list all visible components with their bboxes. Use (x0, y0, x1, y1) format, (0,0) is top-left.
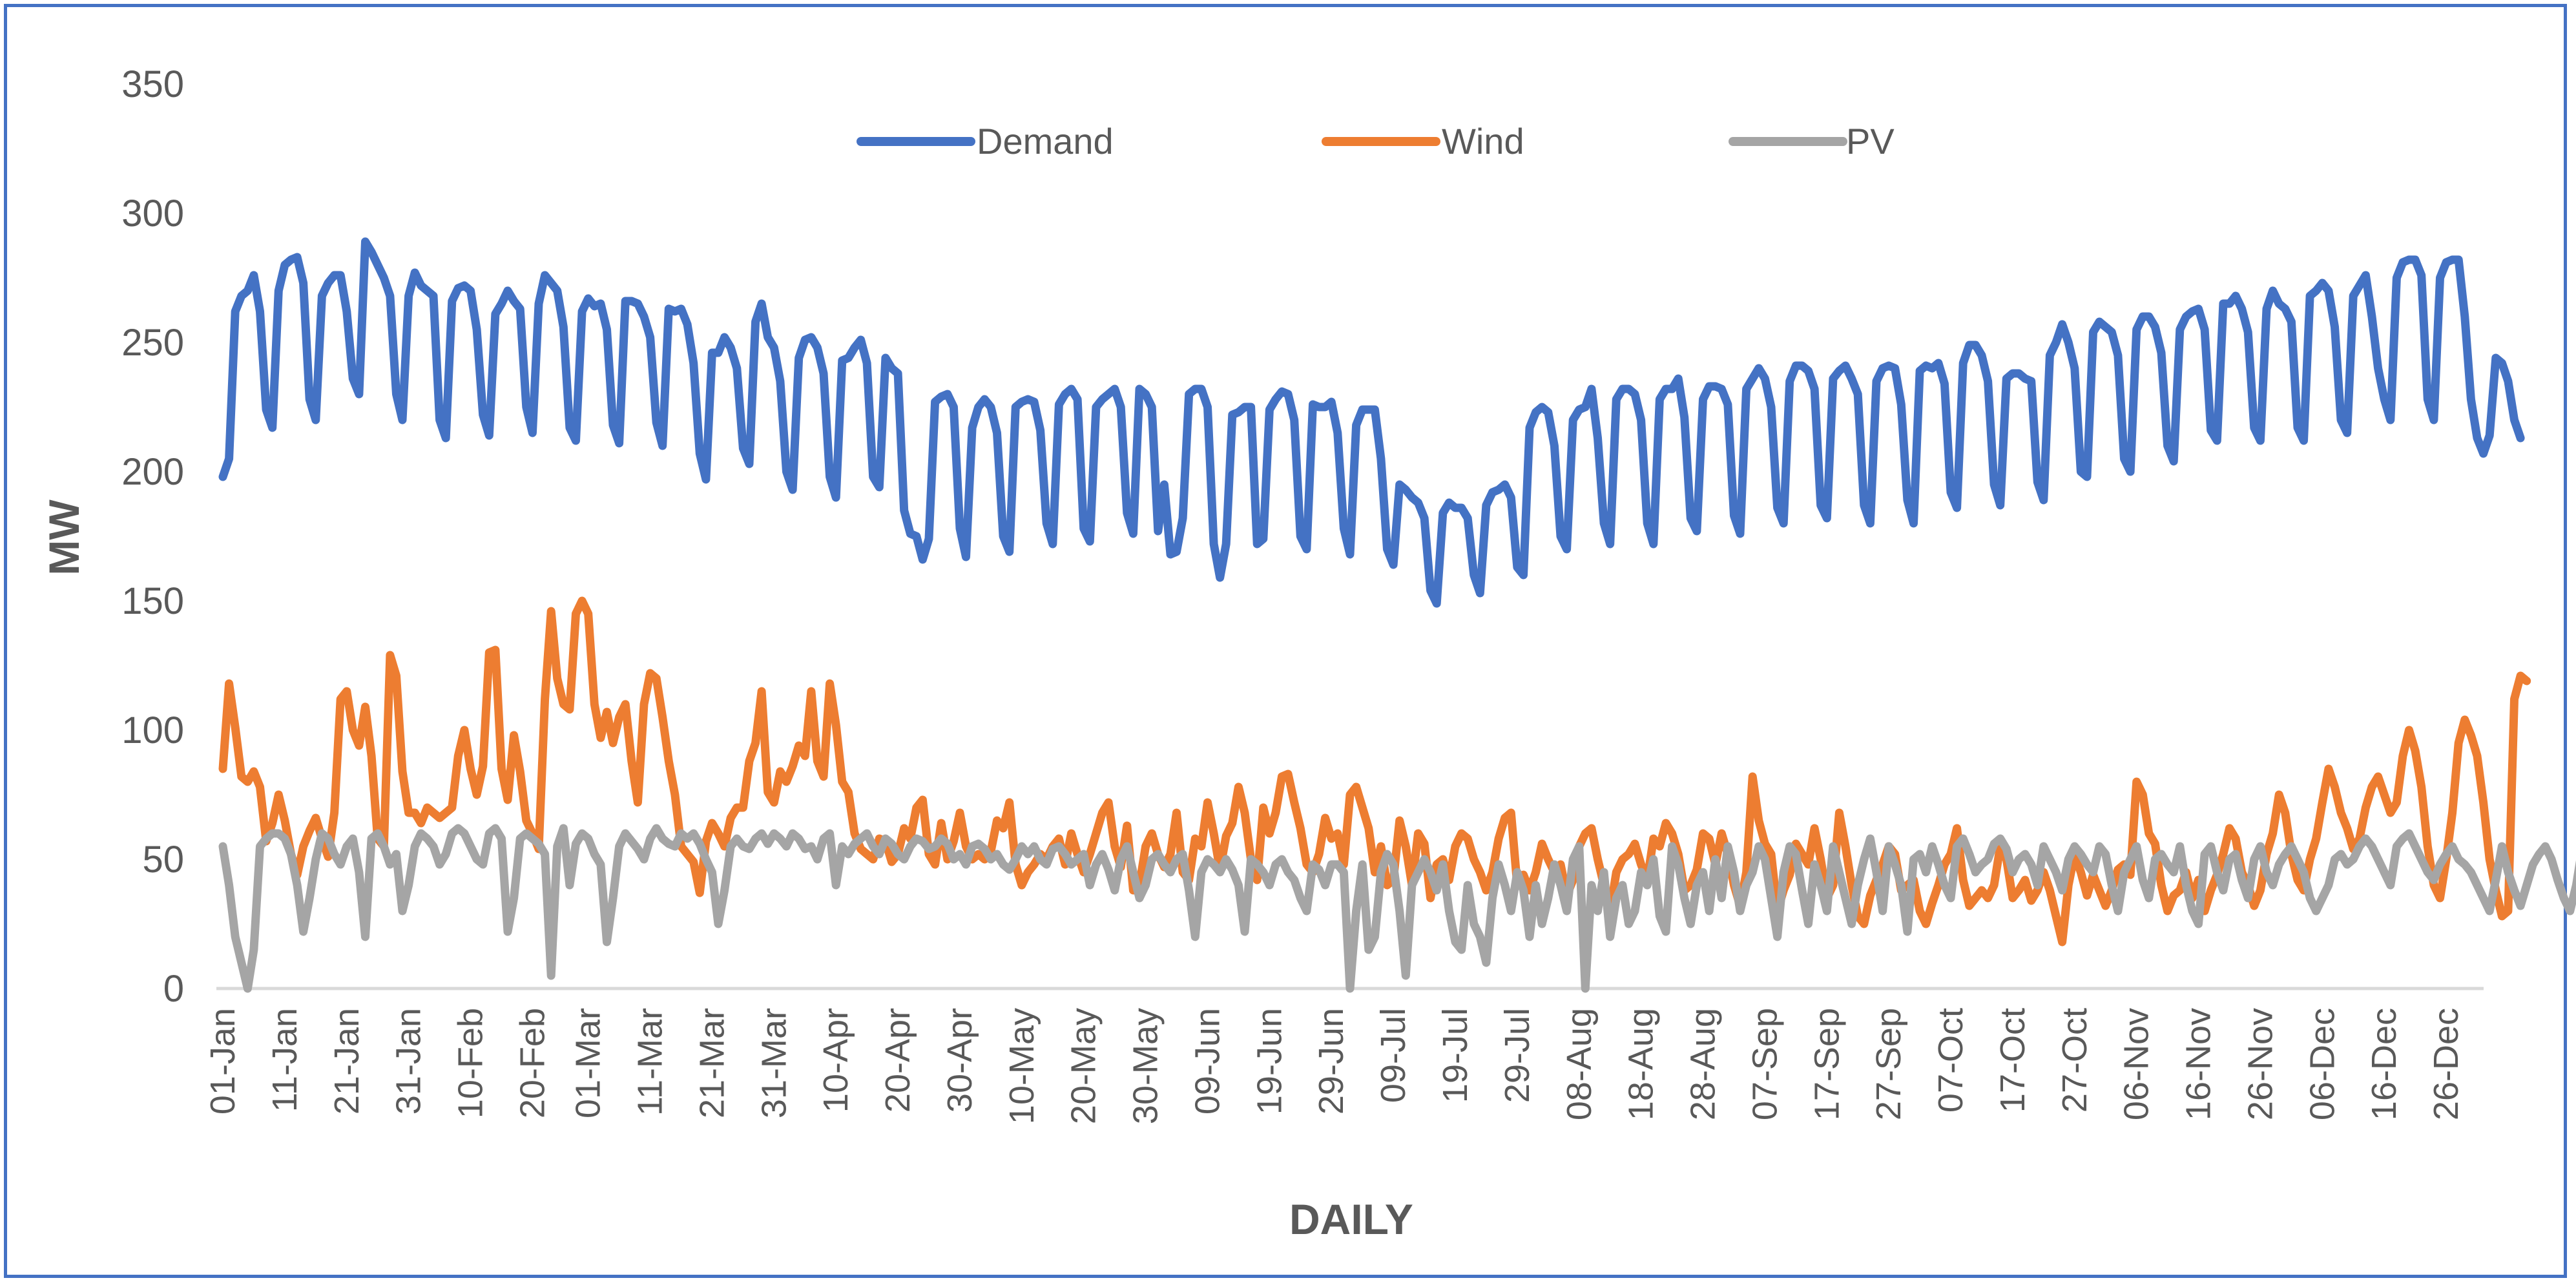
x-tick-label: 11-Jan (265, 1008, 304, 1112)
legend-label-wind: Wind (1442, 121, 1524, 162)
series-line-demand (218, 237, 2525, 608)
x-tick-label: 19-Jul (1436, 1008, 1475, 1103)
x-tick-label: 10-May (1002, 1008, 1041, 1124)
x-tick-label: 01-Jan (203, 1008, 242, 1114)
x-tick-label: 20-May (1065, 1008, 1103, 1124)
legend-item-demand: Demand (857, 121, 1114, 162)
x-tick-label: 18-Aug (1622, 1008, 1661, 1120)
x-tick-label: 10-Apr (816, 1008, 855, 1113)
y-tick-label: 100 (121, 709, 184, 751)
series-line-wind (218, 596, 2531, 947)
y-tick-label: 200 (121, 451, 184, 493)
x-tick-label: 20-Feb (513, 1008, 552, 1118)
x-tick-label: 20-Apr (878, 1008, 917, 1113)
y-tick-label: 300 (121, 193, 184, 235)
chart-frame (4, 4, 2567, 1278)
x-tick-label: 17-Sep (1807, 1008, 1846, 1120)
series-line-pv (218, 824, 2576, 993)
y-tick-label: 250 (121, 322, 184, 364)
x-tick-label: 16-Dec (2365, 1008, 2404, 1120)
y-tick-label: 50 (142, 839, 184, 881)
x-tick-label: 07-Sep (1745, 1008, 1784, 1120)
y-tick-label: 150 (121, 580, 184, 622)
series-lines (218, 237, 2576, 993)
x-tick-label: 19-Jun (1250, 1008, 1289, 1114)
y-axis-title: MW (40, 499, 88, 576)
y-tick-label: 350 (121, 63, 184, 105)
x-tick-label: 29-Jun (1312, 1008, 1351, 1114)
legend: Demand Wind PV (857, 121, 1895, 162)
x-tick-label: 26-Nov (2241, 1008, 2280, 1120)
x-tick-label: 30-Apr (940, 1008, 979, 1113)
x-tick-label: 31-Jan (390, 1008, 428, 1114)
x-tick-label: 07-Oct (1931, 1008, 1970, 1113)
x-tick-label: 06-Dec (2303, 1008, 2342, 1120)
x-tick-label: 21-Jan (327, 1008, 366, 1114)
legend-item-wind: Wind (1322, 121, 1524, 162)
y-axis-ticks: 0 50 100 150 200 250 300 350 (121, 63, 184, 1010)
x-tick-label: 28-Aug (1684, 1008, 1723, 1120)
x-tick-label: 09-Jul (1374, 1008, 1413, 1103)
x-tick-label: 27-Oct (2055, 1008, 2094, 1113)
x-tick-label: 06-Nov (2117, 1008, 2156, 1120)
x-tick-label: 26-Dec (2427, 1008, 2466, 1120)
x-tick-label: 10-Feb (452, 1008, 490, 1118)
y-tick-label: 0 (163, 968, 184, 1010)
x-tick-label: 08-Aug (1560, 1008, 1599, 1120)
legend-label-pv: PV (1846, 121, 1895, 162)
x-tick-label: 01-Mar (569, 1008, 608, 1118)
x-tick-label: 11-Mar (631, 1008, 670, 1116)
x-tick-label: 31-Mar (754, 1008, 793, 1118)
x-tick-label: 16-Nov (2179, 1008, 2218, 1120)
x-tick-label: 09-Jun (1188, 1008, 1227, 1114)
x-tick-label: 29-Jul (1498, 1008, 1537, 1103)
x-axis-title: DAILY (1289, 1195, 1413, 1243)
legend-label-demand: Demand (977, 121, 1114, 162)
x-axis-ticks: 01-Jan 11-Jan 21-Jan 31-Jan 10-Feb 20-Feb 01-M… (203, 1008, 2466, 1124)
x-tick-label: 27-Sep (1869, 1008, 1908, 1120)
x-tick-label: 17-Oct (1993, 1008, 2032, 1113)
legend-item-pv: PV (1729, 121, 1895, 162)
x-tick-label: 30-May (1127, 1008, 1165, 1124)
x-tick-label: 21-Mar (692, 1008, 731, 1118)
